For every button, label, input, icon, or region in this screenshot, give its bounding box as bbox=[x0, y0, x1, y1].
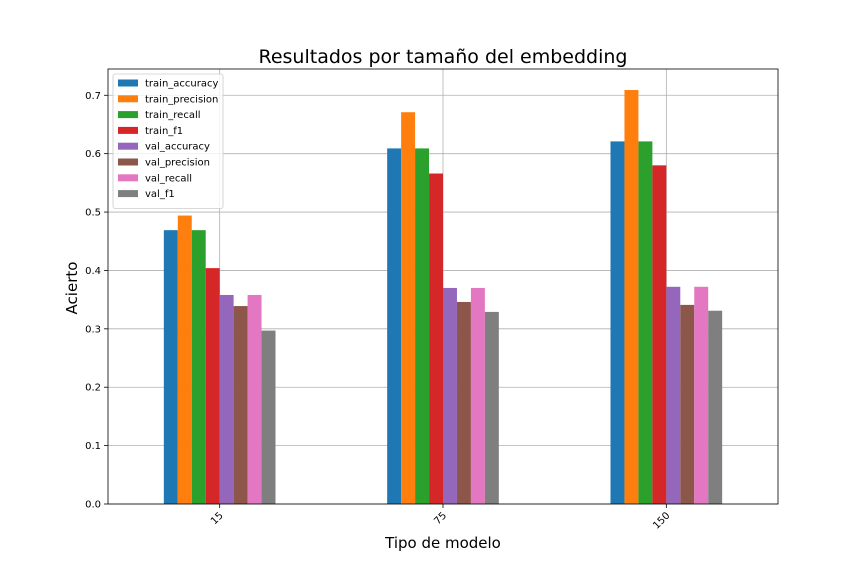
bar-train_f1-75 bbox=[429, 173, 443, 504]
bar-train_recall-15 bbox=[191, 230, 206, 504]
bar-train_accuracy-75 bbox=[387, 148, 402, 504]
bar-train_precision-150 bbox=[624, 90, 639, 504]
chart-title: Resultados por tamaño del embedding bbox=[259, 46, 628, 68]
bar-val_accuracy-75 bbox=[443, 287, 457, 504]
bar-train_f1-150 bbox=[652, 165, 667, 504]
x-axis-ticks: 15 75 150 bbox=[209, 504, 672, 532]
bar-train_accuracy-15 bbox=[163, 230, 178, 504]
bar-train_precision-15 bbox=[177, 215, 192, 504]
legend-label-train_precision: train_precision bbox=[145, 94, 218, 105]
bar-train_precision-75 bbox=[401, 112, 416, 504]
legend-swatch-val_f1 bbox=[118, 190, 138, 198]
legend-label-train_recall: train_recall bbox=[145, 110, 201, 121]
bar-val_precision-150 bbox=[680, 304, 695, 504]
x-tick-label: 75 bbox=[432, 510, 449, 527]
y-axis-ticks: 0.0 0.1 0.2 0.3 0.4 0.5 0.6 0.7 bbox=[85, 91, 108, 511]
legend-label-train_f1: train_f1 bbox=[145, 126, 183, 137]
bar-val_precision-75 bbox=[456, 301, 471, 504]
legend-swatch-train_f1 bbox=[118, 126, 138, 134]
bar-val_recall-150 bbox=[694, 286, 709, 504]
x-axis-label: Tipo de modelo bbox=[384, 534, 501, 552]
y-tick-label: 0.4 bbox=[85, 266, 101, 277]
legend-swatch-val_precision bbox=[118, 158, 138, 166]
y-tick-label: 0.5 bbox=[85, 208, 101, 219]
bar-train_accuracy-150 bbox=[610, 141, 625, 504]
bar-val_accuracy-15 bbox=[219, 294, 234, 504]
legend-swatch-train_precision bbox=[118, 95, 138, 103]
bar-val_f1-15 bbox=[261, 330, 276, 504]
legend-label-val_precision: val_precision bbox=[145, 158, 210, 169]
legend-label-train_accuracy: train_accuracy bbox=[145, 79, 218, 90]
x-tick-label: 150 bbox=[651, 510, 672, 531]
y-tick-label: 0.0 bbox=[85, 500, 101, 511]
bar-val_f1-150 bbox=[708, 310, 723, 504]
y-axis-label: Acierto bbox=[63, 262, 81, 315]
legend-swatch-val_accuracy bbox=[118, 142, 138, 150]
y-tick-label: 0.2 bbox=[85, 383, 101, 394]
y-tick-label: 0.1 bbox=[85, 441, 101, 452]
legend-swatch-train_accuracy bbox=[118, 79, 138, 87]
legend-box bbox=[112, 73, 224, 209]
bars bbox=[163, 90, 723, 504]
y-tick-label: 0.3 bbox=[85, 324, 101, 335]
legend-label-val_recall: val_recall bbox=[145, 173, 192, 184]
legend-swatch-val_recall bbox=[118, 174, 138, 182]
legend-label-val_accuracy: val_accuracy bbox=[145, 142, 210, 153]
x-tick-label: 15 bbox=[209, 510, 226, 527]
bar-train_recall-150 bbox=[638, 141, 653, 504]
bar-train_recall-75 bbox=[415, 148, 430, 504]
bar-val_recall-15 bbox=[247, 294, 262, 504]
legend-swatch-train_recall bbox=[118, 111, 138, 119]
bar-val_accuracy-150 bbox=[666, 286, 681, 504]
y-tick-label: 0.6 bbox=[85, 149, 101, 160]
bar-train_f1-15 bbox=[205, 268, 220, 504]
y-tick-label: 0.7 bbox=[85, 91, 101, 102]
bar-val_recall-75 bbox=[470, 287, 485, 504]
bar-val_f1-75 bbox=[484, 311, 499, 504]
bar-val_precision-15 bbox=[233, 306, 248, 504]
legend: train_accuracy train_precision train_recal… bbox=[112, 73, 224, 209]
legend-label-val_f1: val_f1 bbox=[145, 189, 175, 200]
